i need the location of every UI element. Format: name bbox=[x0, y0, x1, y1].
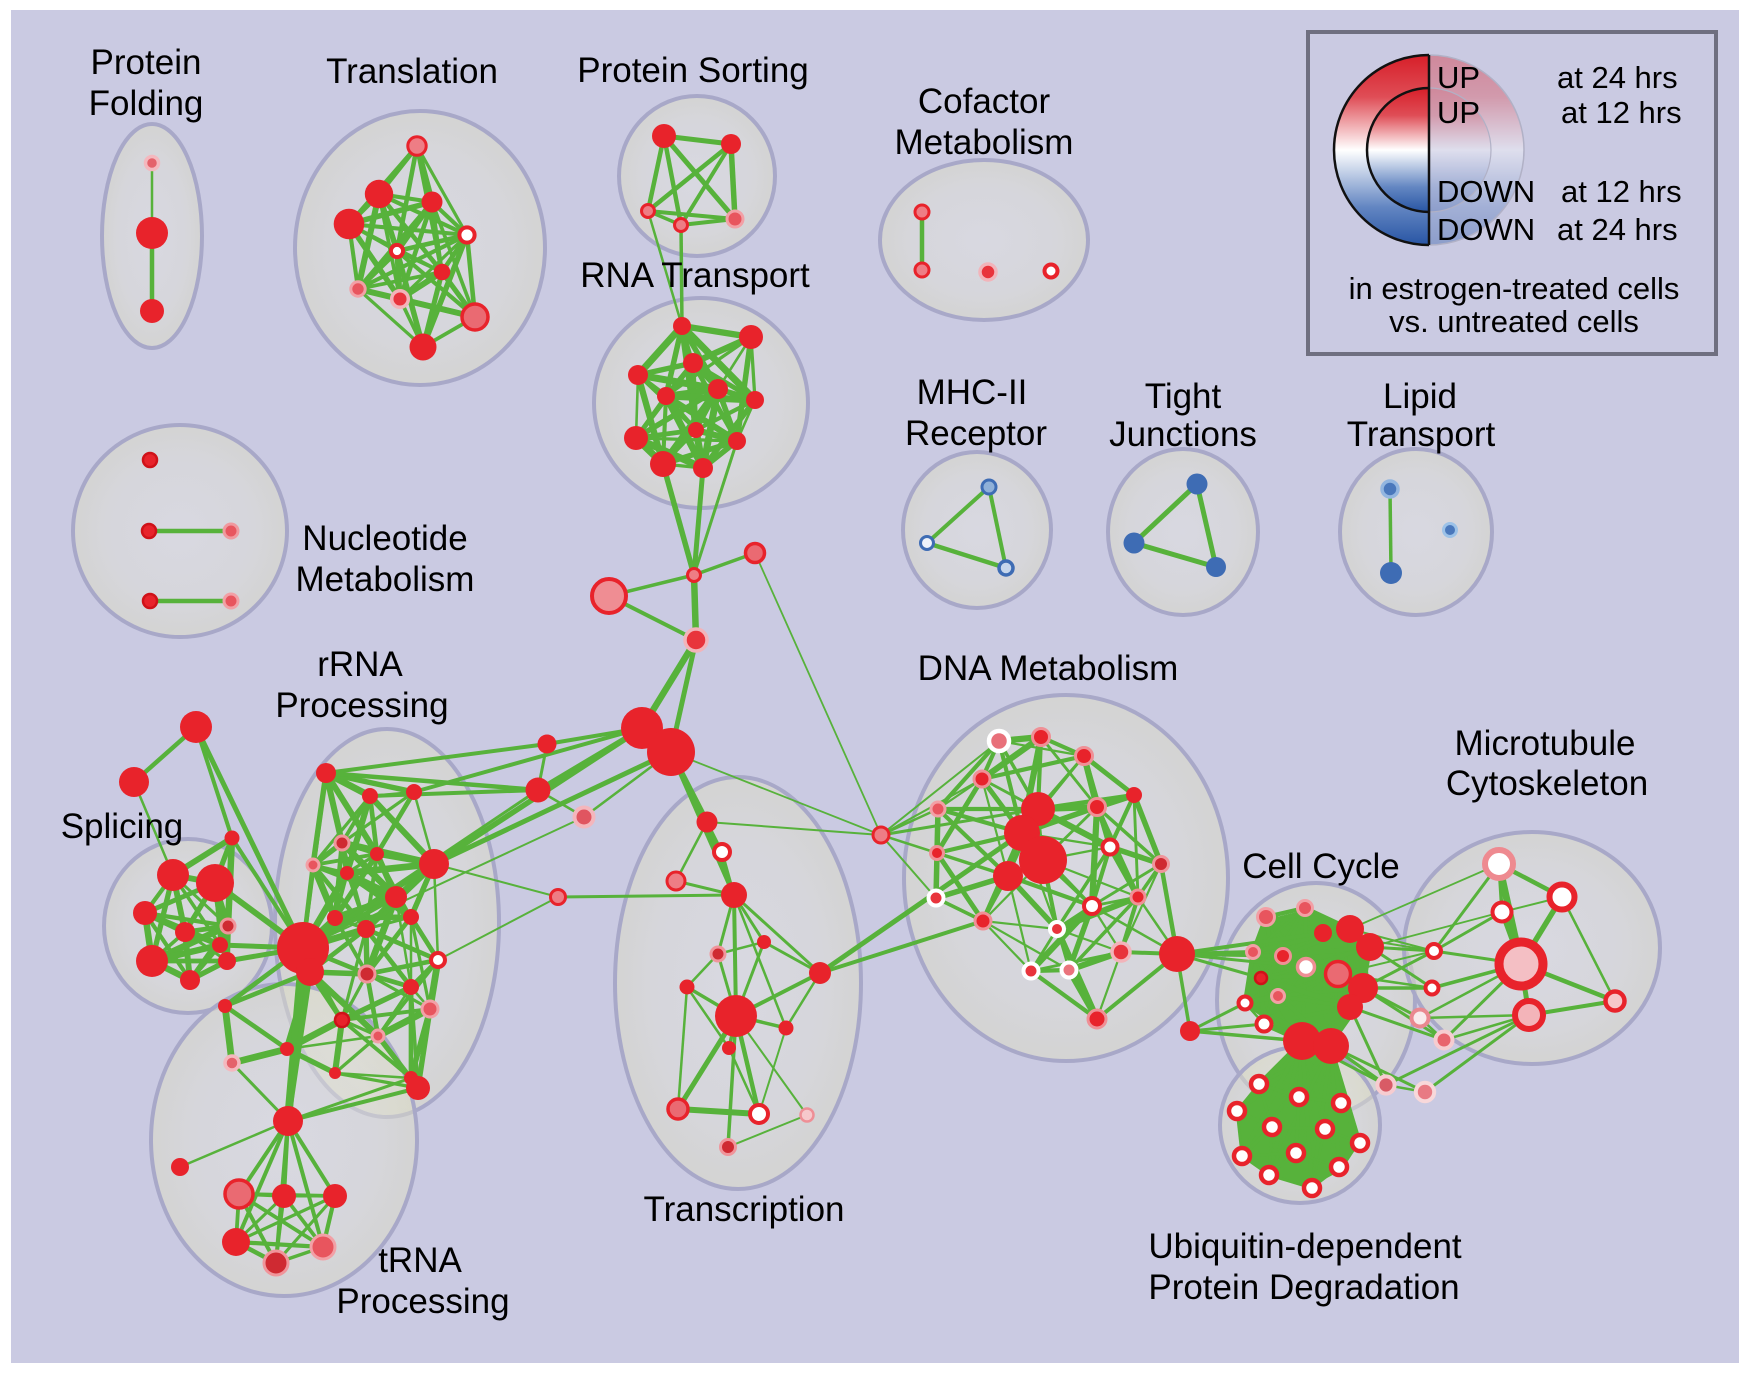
svg-text:Metabolism: Metabolism bbox=[296, 560, 475, 599]
svg-text:Metabolism: Metabolism bbox=[895, 123, 1074, 162]
svg-text:Receptor: Receptor bbox=[905, 414, 1047, 453]
svg-text:Splicing: Splicing bbox=[61, 807, 184, 846]
svg-text:Junctions: Junctions bbox=[1109, 415, 1257, 454]
svg-text:at 12 hrs: at 12 hrs bbox=[1561, 95, 1682, 130]
svg-text:rRNA: rRNA bbox=[317, 645, 403, 684]
svg-text:Nucleotide: Nucleotide bbox=[302, 519, 467, 558]
svg-text:Cell Cycle: Cell Cycle bbox=[1242, 847, 1400, 886]
svg-text:at 24 hrs: at 24 hrs bbox=[1557, 212, 1678, 247]
svg-text:Microtubule: Microtubule bbox=[1455, 724, 1636, 763]
svg-text:at 24 hrs: at 24 hrs bbox=[1557, 60, 1678, 95]
svg-text:Ubiquitin-dependent: Ubiquitin-dependent bbox=[1148, 1227, 1462, 1266]
svg-text:Cofactor: Cofactor bbox=[918, 82, 1051, 121]
svg-text:at 12 hrs: at 12 hrs bbox=[1561, 174, 1682, 209]
svg-text:Tight: Tight bbox=[1145, 377, 1222, 416]
svg-text:MHC-II: MHC-II bbox=[917, 373, 1028, 412]
svg-text:UP: UP bbox=[1437, 60, 1480, 95]
svg-text:DOWN: DOWN bbox=[1437, 174, 1535, 209]
svg-text:in estrogen-treated cells: in estrogen-treated cells bbox=[1349, 271, 1680, 306]
svg-text:vs. untreated cells: vs. untreated cells bbox=[1389, 304, 1639, 339]
svg-text:Transport: Transport bbox=[1347, 415, 1496, 454]
svg-text:RNA Transport: RNA Transport bbox=[580, 256, 810, 295]
svg-text:tRNA: tRNA bbox=[378, 1241, 462, 1280]
svg-text:Cytoskeleton: Cytoskeleton bbox=[1446, 764, 1648, 803]
svg-text:Processing: Processing bbox=[275, 686, 448, 725]
svg-text:Transcription: Transcription bbox=[644, 1190, 845, 1229]
svg-text:UP: UP bbox=[1437, 95, 1480, 130]
svg-text:Folding: Folding bbox=[89, 84, 204, 123]
svg-text:Protein Sorting: Protein Sorting bbox=[577, 51, 809, 90]
svg-text:Protein: Protein bbox=[91, 43, 202, 82]
svg-text:Protein Degradation: Protein Degradation bbox=[1148, 1268, 1459, 1307]
svg-text:Translation: Translation bbox=[326, 52, 498, 91]
svg-text:DNA Metabolism: DNA Metabolism bbox=[918, 649, 1179, 688]
svg-text:Processing: Processing bbox=[336, 1282, 509, 1321]
svg-text:DOWN: DOWN bbox=[1437, 212, 1535, 247]
svg-text:Lipid: Lipid bbox=[1383, 377, 1457, 416]
